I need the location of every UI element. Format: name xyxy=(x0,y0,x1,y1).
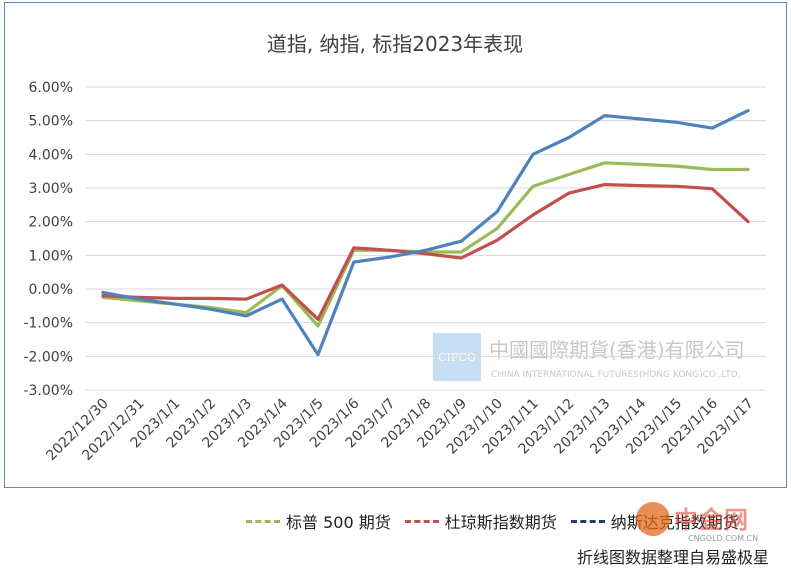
watermark-company-en: CHINA INTERNATIONAL FUTURES(HONG KONG)CO… xyxy=(491,370,740,380)
cifco-watermark: CIFCO 中國國際期貨(香港)有限公司 CHINA INTERNATIONAL… xyxy=(433,333,745,381)
chart-frame: 道指, 纳指, 标指2023年表现 CIFCO 中國國際期貨(香港)有限公司 C… xyxy=(4,2,787,488)
series-line-nasdaq xyxy=(101,108,750,357)
watermark-company-cn: 中國國際期貨(香港)有限公司 xyxy=(489,338,745,362)
gridlines xyxy=(85,86,766,391)
y-tick-label: 6.00% xyxy=(29,80,73,96)
series-line-dow xyxy=(101,183,750,321)
legend-label-dow: 杜琼斯指数期货 xyxy=(444,513,557,532)
source-caption: 折线图数据整理自易盛极星 xyxy=(576,548,769,567)
legend-item-sp500: 标普 500 期货 xyxy=(246,509,391,533)
cngold-brand-name: 中金网 xyxy=(674,506,749,534)
y-tick-label: -3.00% xyxy=(23,383,73,399)
y-axis: 6.00% 5.00% 4.00% 3.00% 2.00% 1.00% 0.00% -1.00… xyxy=(23,80,73,399)
y-tick-label: 5.00% xyxy=(29,114,73,130)
y-tick-label: 2.00% xyxy=(29,215,73,231)
legend-swatch-dow xyxy=(404,519,439,523)
legend-swatch-sp500 xyxy=(246,519,280,523)
legend-label-sp500: 标普 500 期货 xyxy=(286,513,391,532)
x-axis: 2022/12/302022/12/312023/1/12023/1/22023… xyxy=(43,395,757,463)
y-tick-label: 1.00% xyxy=(29,248,73,264)
cngold-emblem-icon xyxy=(636,502,670,536)
y-tick-label: 3.00% xyxy=(29,181,73,197)
watermark-logo-text: CIFCO xyxy=(438,351,476,364)
y-tick-label: 4.00% xyxy=(29,147,73,163)
line-chart: 道指, 纳指, 标指2023年表现 CIFCO 中國國際期貨(香港)有限公司 C… xyxy=(23,32,766,464)
chart-title: 道指, 纳指, 标指2023年表现 xyxy=(267,32,523,56)
cngold-domain: CNGOLD.COM.CN xyxy=(688,534,759,543)
legend-swatch-nasdaq xyxy=(570,519,605,523)
y-tick-label: 0.00% xyxy=(29,282,73,298)
cngold-logo: 中金网 CNGOLD.COM.CN xyxy=(636,500,776,544)
y-tick-label: -1.00% xyxy=(23,316,73,332)
legend-item-dow: 杜琼斯指数期货 xyxy=(404,509,557,533)
series-lines xyxy=(101,108,750,357)
y-tick-label: -2.00% xyxy=(23,349,73,365)
series-line-sp500 xyxy=(101,161,750,328)
